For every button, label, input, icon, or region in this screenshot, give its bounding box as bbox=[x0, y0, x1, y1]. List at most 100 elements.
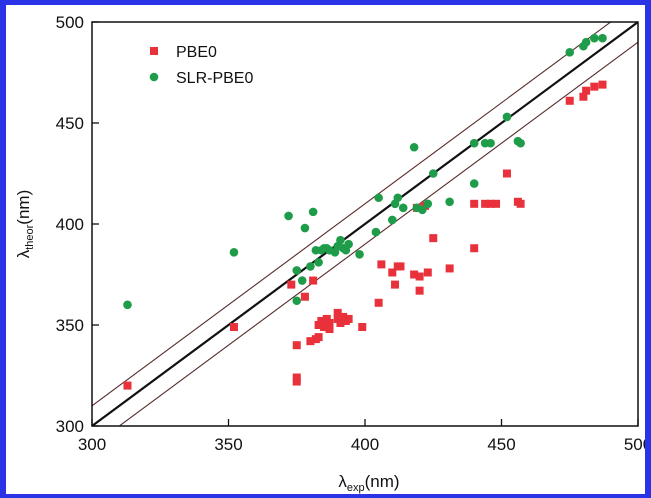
pbe0-point-39 bbox=[445, 264, 454, 273]
pbe0-point-20 bbox=[333, 314, 342, 323]
pbe0-point-25 bbox=[358, 323, 367, 332]
y-axis-symbol: λ bbox=[14, 249, 33, 258]
pbe0-point-52 bbox=[598, 80, 607, 89]
slr-pbe0-point-11 bbox=[314, 258, 323, 267]
pbe0-point-48 bbox=[565, 96, 574, 105]
x-tick-label-500: 500 bbox=[624, 435, 645, 454]
x-axis-symbol: λ bbox=[338, 472, 347, 491]
pbe0-point-43 bbox=[486, 199, 495, 208]
pbe0-point-32 bbox=[410, 270, 419, 279]
pbe0-point-42 bbox=[481, 199, 490, 208]
pbe0-point-31 bbox=[396, 262, 405, 271]
reference-line-1 bbox=[92, 22, 638, 426]
slr-pbe0-point-23 bbox=[371, 227, 381, 237]
y-axis-unit: (nm) bbox=[14, 190, 33, 225]
legend: PBE0 SLR-PBE0 bbox=[149, 44, 253, 87]
pbe0-point-49 bbox=[579, 92, 588, 101]
pbe0-point-17 bbox=[325, 318, 334, 327]
pbe0-point-18 bbox=[325, 325, 334, 334]
slr-pbe0-point-22 bbox=[355, 250, 364, 259]
x-axis-unit: (nm) bbox=[365, 472, 400, 491]
slr-pbe0-point-39 bbox=[502, 112, 512, 122]
pbe0-point-47 bbox=[516, 199, 525, 208]
slr-pbe0-point-41 bbox=[516, 138, 525, 148]
pbe0-point-24 bbox=[344, 314, 353, 323]
slr-pbe0-point-24 bbox=[374, 193, 383, 203]
slr-pbe0-point-5 bbox=[292, 296, 302, 306]
slr-pbe0-point-28 bbox=[398, 203, 408, 213]
legend-label-pbe0: PBE0 bbox=[176, 44, 217, 61]
pbe0-point-34 bbox=[415, 286, 424, 295]
slr-pbe0-point-27 bbox=[393, 193, 403, 203]
pbe0-point-9 bbox=[309, 276, 318, 285]
pbe0-point-50 bbox=[582, 86, 591, 95]
x-axis-subscript: exp bbox=[347, 482, 365, 494]
x-axis-label: λexp(nm) bbox=[338, 472, 399, 494]
slr-pbe0-point-34 bbox=[445, 197, 454, 207]
pbe0-point-19 bbox=[333, 308, 342, 317]
slr-pbe0-point-33 bbox=[428, 169, 438, 178]
y-axis-subscript: theor bbox=[24, 224, 36, 249]
slr-pbe0-point-4 bbox=[292, 266, 302, 275]
slr-pbe0-point-32 bbox=[423, 199, 433, 209]
pbe0-point-21 bbox=[336, 318, 345, 327]
slr-pbe0-point-18 bbox=[336, 235, 345, 245]
slr-pbe0-point-46 bbox=[598, 33, 607, 43]
pbe0-point-44 bbox=[492, 199, 501, 208]
pbe0-point-7 bbox=[300, 292, 309, 301]
pbe0-point-2 bbox=[229, 323, 238, 332]
pbe0-point-4 bbox=[292, 341, 301, 350]
legend-label-slr-pbe0: SLR-PBE0 bbox=[176, 70, 253, 87]
pbe0-point-35 bbox=[415, 272, 424, 281]
pbe0-point-6 bbox=[292, 377, 301, 386]
reference-line-2 bbox=[92, 22, 612, 407]
slr-pbe0-point-44 bbox=[581, 37, 591, 47]
slr-pbe0-point-1 bbox=[123, 300, 132, 310]
y-tick-label-400: 400 bbox=[56, 215, 84, 234]
x-tick-label-450: 450 bbox=[487, 435, 515, 454]
slr-pbe0-point-31 bbox=[418, 205, 427, 215]
pbe0-point-41 bbox=[470, 199, 479, 208]
pbe0-point-28 bbox=[388, 268, 397, 277]
pbe0-point-22 bbox=[339, 312, 348, 321]
pbe0-point-1 bbox=[123, 381, 132, 390]
slr-pbe0-point-9 bbox=[308, 207, 318, 217]
slr-pbe0-point-7 bbox=[300, 223, 310, 233]
pbe0-point-27 bbox=[377, 260, 386, 269]
pbe0-point-15 bbox=[322, 314, 331, 323]
y-axis-label: λtheor(nm) bbox=[14, 190, 36, 259]
y-tick-label-500: 500 bbox=[56, 13, 84, 32]
y-axis-ticks: 300 350 400 450 500 bbox=[56, 13, 99, 436]
slr-pbe0-point-38 bbox=[486, 138, 495, 148]
pbe0-point-5 bbox=[292, 373, 301, 382]
slr-pbe0-point-6 bbox=[297, 276, 307, 285]
slr-pbe0-point-2 bbox=[229, 247, 239, 257]
y-tick-label-450: 450 bbox=[56, 114, 84, 133]
pbe0-point-45 bbox=[502, 169, 511, 178]
pbe0-point-29 bbox=[391, 280, 400, 289]
pbe0-point-3 bbox=[287, 280, 296, 289]
pbe0-point-13 bbox=[317, 316, 326, 325]
reference-line-3 bbox=[118, 41, 638, 426]
slr-pbe0-point-29 bbox=[409, 142, 419, 152]
pbe0-point-12 bbox=[314, 333, 323, 342]
y-tick-label-350: 350 bbox=[56, 316, 84, 335]
slr-pbe0-point-35 bbox=[469, 179, 479, 188]
slr-pbe0-point-21 bbox=[344, 239, 353, 249]
y-tick-label-300: 300 bbox=[56, 417, 84, 436]
x-axis-ticks: 300 350 400 450 500 bbox=[78, 419, 645, 454]
legend-marker-pbe0 bbox=[150, 47, 158, 55]
pbe0-point-51 bbox=[590, 82, 599, 91]
data-points bbox=[123, 33, 607, 390]
pbe0-point-37 bbox=[423, 268, 432, 277]
x-tick-label-300: 300 bbox=[78, 435, 106, 454]
slr-pbe0-point-45 bbox=[590, 33, 599, 43]
x-tick-label-350: 350 bbox=[214, 435, 242, 454]
pbe0-point-38 bbox=[429, 234, 438, 243]
slr-pbe0-point-25 bbox=[388, 215, 397, 225]
pbe0-point-26 bbox=[374, 298, 383, 307]
scatter-chart: 300 350 400 450 500 300 350 400 450 500 PBE0 SLR-… bbox=[14, 13, 645, 494]
legend-marker-slr-pbe0 bbox=[149, 72, 159, 82]
slr-pbe0-point-36 bbox=[469, 138, 479, 148]
